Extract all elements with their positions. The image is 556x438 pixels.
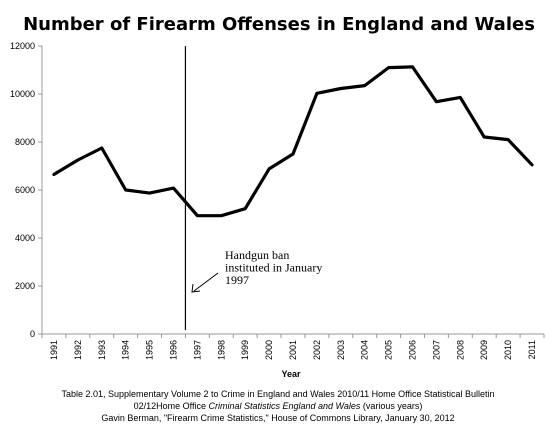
x-tick-label: 2010 — [503, 340, 513, 360]
x-axis-label: Year — [281, 369, 301, 379]
series-line — [52, 65, 534, 218]
x-tick-label: 2005 — [384, 340, 394, 360]
x-tick-label: 2002 — [312, 340, 322, 360]
y-tick-label: 10000 — [10, 89, 35, 99]
chart-title: Number of Firearm Offenses in England an… — [23, 14, 535, 35]
caption-line-2-pre: 02/12Home Office — [133, 401, 209, 411]
x-tick-label: 2011 — [527, 340, 537, 359]
caption-line-2-italic: Criminal Statistics England and Wales — [208, 401, 361, 411]
series-group — [52, 65, 534, 218]
y-tick-label: 4000 — [15, 233, 35, 243]
y-tick-label: 12000 — [10, 41, 35, 51]
x-tick-label: 2003 — [336, 340, 346, 360]
axes — [38, 45, 545, 338]
x-tick-label: 1992 — [73, 340, 83, 360]
x-tick-label: 2000 — [264, 340, 274, 360]
x-tick-label: 2004 — [360, 340, 370, 360]
source-caption: Table 2.01, Supplementary Volume 2 to Cr… — [0, 388, 556, 424]
annotation-line: instituted in January — [225, 261, 322, 275]
x-tick-label: 2001 — [288, 340, 298, 360]
caption-line-3: Gavin Berman, "Firearm Crime Statistics,… — [101, 413, 455, 423]
caption-line-2: 02/12Home Office Criminal Statistics Eng… — [0, 400, 556, 412]
caption-line-1: Table 2.01, Supplementary Volume 2 to Cr… — [61, 389, 495, 399]
x-tick-label: 1994 — [121, 340, 131, 360]
x-tick-label: 2009 — [479, 340, 489, 360]
x-tick-label: 2007 — [431, 340, 441, 360]
x-tick-label: 1998 — [216, 340, 226, 360]
annotation-line: 1997 — [225, 273, 249, 287]
annotation-arrow-head — [191, 283, 201, 293]
annotation-line: Handgun ban — [225, 248, 289, 262]
x-tick-label: 1995 — [145, 340, 155, 360]
x-tick-label: 1996 — [168, 340, 178, 360]
x-tick-label: 1993 — [97, 340, 107, 360]
y-tick-labels: 0 2000 4000 6000 8000 10000 12000 — [10, 41, 35, 339]
caption-line-2-post: (various years) — [360, 401, 423, 411]
y-tick-label: 8000 — [15, 137, 35, 147]
x-tick-label: 2008 — [455, 340, 465, 360]
annotation-arrow-shaft — [193, 272, 219, 292]
y-tick-label: 0 — [30, 329, 35, 339]
x-tick-labels: 1991 1992 1993 1994 1995 1996 1997 1998 1999 2000… — [49, 340, 537, 360]
x-tick-label: 2006 — [408, 340, 418, 360]
x-tick-label: 1997 — [192, 340, 202, 360]
y-tick-label: 2000 — [15, 281, 35, 291]
x-tick-label: 1991 — [49, 340, 59, 360]
x-tick-label: 1999 — [240, 340, 250, 360]
y-tick-label: 6000 — [15, 185, 35, 195]
